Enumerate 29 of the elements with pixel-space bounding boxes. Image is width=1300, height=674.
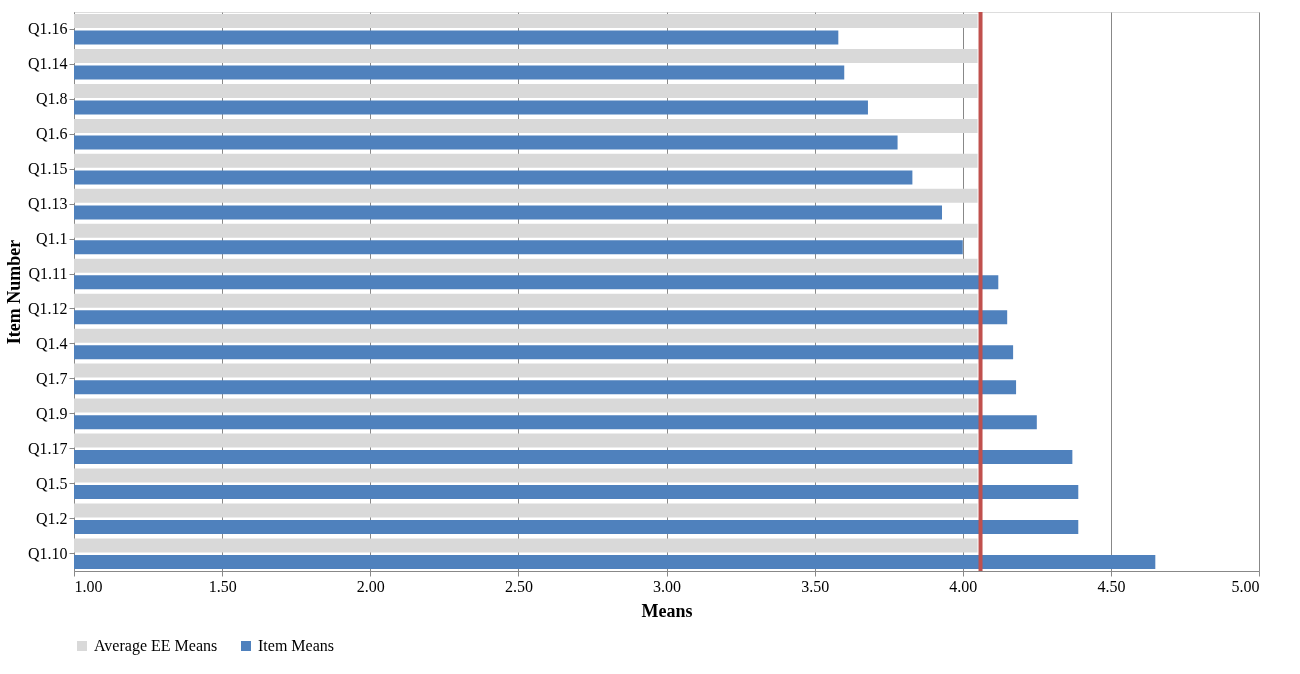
y-tick-label: Q1.14 [27,55,68,73]
x-tick-label: 1.50 [208,577,237,595]
y-tick-label: Q1.2 [35,509,68,527]
y-axis-title: Item Number [3,239,24,345]
y-tick-label: Q1.4 [35,334,68,352]
x-tick-label: 1.00 [74,577,103,595]
y-tick-label: Q1.1 [35,230,68,248]
y-tick-label: Q1.12 [27,299,68,317]
y-tick-label: Q1.13 [27,195,68,213]
x-tick-label: 4.00 [949,577,978,595]
x-tick-label: 3.50 [801,577,830,595]
y-tick-label: Q1.9 [35,404,68,422]
x-tick-label: 3.00 [653,577,681,595]
x-tick-label: 2.00 [356,577,385,595]
legend-label: Average EE Means [94,637,218,655]
y-tick-label: Q1.11 [28,265,68,283]
legend-label: Item Means [258,637,334,654]
y-tick-label: Q1.16 [27,20,68,38]
x-tick-label: 5.00 [1231,577,1260,595]
y-tick-label: Q1.15 [27,160,68,178]
y-tick-label: Q1.8 [35,90,68,108]
x-tick-label: 4.50 [1097,577,1126,595]
y-tick-label: Q1.7 [35,369,68,387]
x-tick-label: 2.50 [504,577,533,595]
y-tick-label: Q1.6 [35,125,68,143]
x-axis-title: Means [641,600,693,621]
y-tick-label: Q1.5 [35,474,68,492]
y-tick-label: Q1.10 [27,544,68,562]
y-tick-label: Q1.17 [27,439,68,457]
